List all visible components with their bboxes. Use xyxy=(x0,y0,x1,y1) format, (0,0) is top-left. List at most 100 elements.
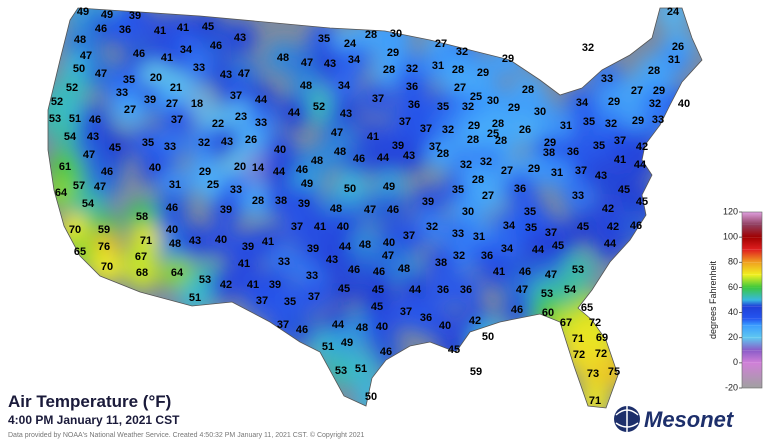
station-temperature: 48 xyxy=(311,155,323,167)
station-temperature: 28 xyxy=(437,148,449,160)
station-temperature: 35 xyxy=(524,206,536,218)
colorbar-tick-label: 60 xyxy=(728,282,738,292)
temperature-blob xyxy=(209,268,243,302)
station-temperature: 53 xyxy=(541,288,553,300)
station-temperature: 30 xyxy=(462,206,474,218)
station-temperature: 71 xyxy=(140,235,152,247)
temperature-blob xyxy=(234,123,268,157)
station-temperature: 37 xyxy=(230,90,242,102)
station-temperature: 48 xyxy=(398,263,410,275)
station-temperature: 57 xyxy=(73,180,85,192)
station-temperature: 26 xyxy=(245,134,257,146)
title: Air Temperature (°F) xyxy=(8,392,171,411)
station-temperature: 26 xyxy=(672,41,684,53)
station-temperature: 51 xyxy=(69,113,81,125)
temperature-blob xyxy=(578,384,612,408)
station-temperature: 37 xyxy=(308,291,320,303)
station-temperature: 59 xyxy=(98,224,110,236)
timestamp: 4:00 PM January 11, 2021 CST xyxy=(8,413,180,427)
colorbar-segment xyxy=(742,262,762,275)
colorbar-tick-label: 0 xyxy=(733,357,738,367)
station-temperature: 48 xyxy=(74,34,86,46)
station-temperature: 36 xyxy=(514,183,526,195)
station-temperature: 42 xyxy=(607,221,619,233)
station-temperature: 45 xyxy=(552,240,564,252)
station-temperature: 44 xyxy=(339,241,352,253)
temperature-blob xyxy=(540,156,574,190)
station-temperature: 27 xyxy=(482,190,494,202)
station-temperature: 36 xyxy=(406,81,418,93)
station-temperature: 50 xyxy=(344,183,356,195)
station-temperature: 46 xyxy=(296,324,308,336)
colorbar-segment xyxy=(742,337,762,351)
station-temperature: 34 xyxy=(503,220,516,232)
station-temperature: 24 xyxy=(344,38,357,50)
station-temperature: 36 xyxy=(437,284,449,296)
station-temperature: 27 xyxy=(435,38,447,50)
temperature-blob xyxy=(71,187,105,221)
station-temperature: 54 xyxy=(64,131,77,143)
station-temperature: 40 xyxy=(166,224,178,236)
station-temperature: 72 xyxy=(595,348,607,360)
station-temperature: 27 xyxy=(124,104,136,116)
station-temperature: 45 xyxy=(372,284,384,296)
station-temperature: 31 xyxy=(551,167,563,179)
station-temperature: 49 xyxy=(341,337,353,349)
station-temperature: 48 xyxy=(300,80,312,92)
us-border xyxy=(47,7,703,409)
station-temperature: 21 xyxy=(170,82,182,94)
station-temperature: 32 xyxy=(605,118,617,130)
temperature-field xyxy=(48,8,701,408)
station-temperature: 28 xyxy=(365,29,377,41)
temperature-blob xyxy=(561,179,595,213)
station-temperature: 46 xyxy=(95,23,107,35)
station-temperature: 35 xyxy=(452,184,464,196)
station-temperature: 46 xyxy=(296,164,308,176)
station-temperature: 29 xyxy=(477,67,489,79)
temperature-blob xyxy=(204,223,238,257)
temperature-blob xyxy=(656,8,690,29)
station-temperature: 48 xyxy=(359,239,371,251)
temperature-blob xyxy=(113,93,147,127)
station-temperature: 28 xyxy=(492,118,504,130)
station-temperature: 29 xyxy=(199,166,211,178)
station-temperature: 46 xyxy=(89,114,101,126)
station-temperature: 35 xyxy=(437,101,449,113)
station-temperature: 42 xyxy=(636,141,648,153)
station-temperature: 29 xyxy=(608,96,620,108)
station-temperature: 46 xyxy=(380,346,392,358)
station-temperature: 28 xyxy=(472,174,484,186)
station-temperature: 44 xyxy=(532,244,545,256)
station-temperature: 44 xyxy=(288,107,301,119)
station-temperature: 58 xyxy=(136,211,148,223)
colorbar-frame xyxy=(741,211,763,389)
logo: Mesonet xyxy=(614,406,735,432)
station-temperature: 41 xyxy=(262,236,274,248)
station-temperature: 32 xyxy=(649,98,661,110)
station-temperature: 43 xyxy=(220,69,232,81)
station-temperature: 35 xyxy=(318,33,330,45)
station-temperature: 29 xyxy=(508,102,520,114)
station-temperature: 29 xyxy=(502,53,514,65)
station-temperature: 65 xyxy=(581,302,593,314)
station-temperature: 30 xyxy=(534,106,546,118)
colorbar-segment xyxy=(742,306,762,319)
station-temperature: 37 xyxy=(429,141,441,153)
colorbar-label: degrees Fahrenheit xyxy=(708,260,718,339)
station-temperature: 43 xyxy=(234,32,246,44)
station-temperature: 44 xyxy=(255,94,268,106)
station-temperature: 22 xyxy=(212,118,224,130)
temperature-blob xyxy=(178,224,212,258)
station-temperature: 28 xyxy=(495,135,507,147)
station-temperature: 35 xyxy=(525,222,537,234)
station-temperature: 20 xyxy=(234,161,246,173)
station-temperature: 60 xyxy=(542,307,554,319)
station-temperature: 40 xyxy=(337,221,349,233)
station-temperature: 41 xyxy=(161,52,173,64)
station-temperature: 33 xyxy=(116,87,128,99)
station-temperature: 69 xyxy=(596,332,608,344)
station-temperature: 41 xyxy=(247,279,259,291)
temperature-blob xyxy=(361,82,395,116)
station-temperature: 76 xyxy=(98,241,110,253)
